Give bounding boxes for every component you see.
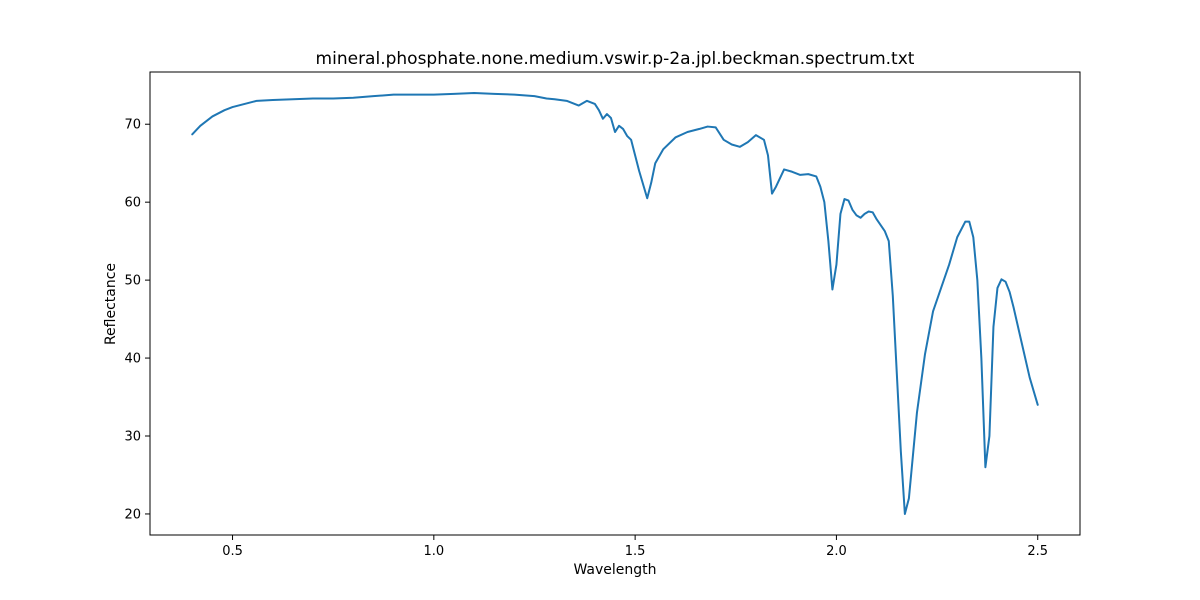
x-tick-label: 2.5 bbox=[1027, 544, 1048, 559]
series-line-0 bbox=[191, 92, 1039, 515]
y-tick-label: 60 bbox=[124, 196, 141, 211]
x-axis-label: Wavelength bbox=[573, 562, 656, 578]
x-tick-label: 2.0 bbox=[826, 544, 847, 559]
y-axis-ticks: 20 30 40 50 60 70 bbox=[124, 118, 150, 522]
y-tick-label: 30 bbox=[124, 430, 141, 445]
y-axis-label: Reflectance bbox=[103, 263, 119, 345]
x-tick-label: 0.5 bbox=[222, 544, 243, 559]
x-axis-ticks: 0.5 1.0 1.5 2.0 2.5 bbox=[222, 535, 1048, 559]
plot-series-group bbox=[191, 92, 1039, 515]
y-tick-label: 40 bbox=[124, 352, 141, 367]
plot-frame bbox=[149, 71, 1081, 536]
x-tick-label: 1.5 bbox=[625, 544, 646, 559]
y-tick-label: 20 bbox=[124, 507, 141, 522]
x-tick-label: 1.0 bbox=[423, 544, 444, 559]
chart-title: mineral.phosphate.none.medium.vswir.p-2a… bbox=[316, 49, 915, 69]
y-tick-label: 50 bbox=[124, 274, 141, 289]
y-tick-label: 70 bbox=[124, 118, 141, 133]
